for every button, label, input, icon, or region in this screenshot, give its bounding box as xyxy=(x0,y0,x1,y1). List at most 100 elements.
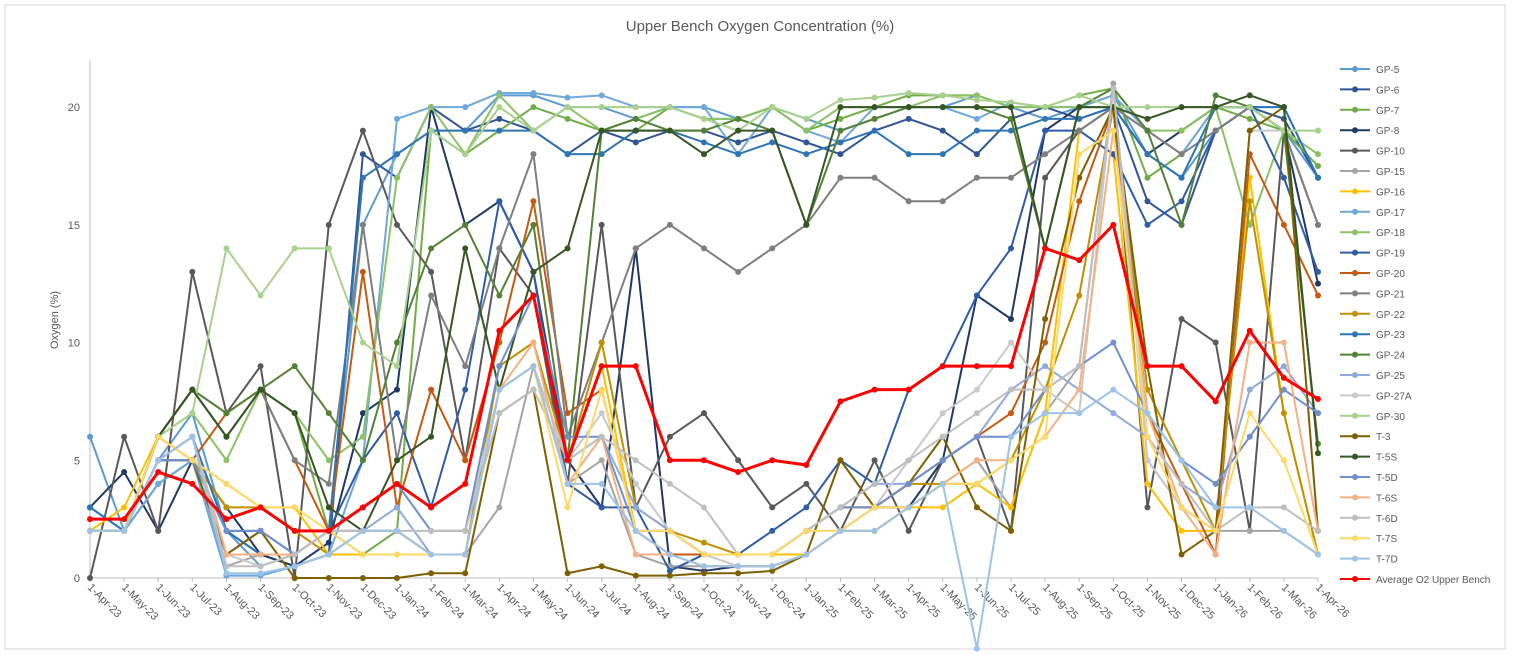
legend-marker xyxy=(1352,535,1358,542)
data-point xyxy=(1246,327,1253,334)
legend-label: GP-19 xyxy=(1376,249,1405,260)
data-point xyxy=(973,504,980,511)
data-point xyxy=(701,457,707,464)
data-point xyxy=(564,457,571,464)
data-point xyxy=(598,363,605,370)
data-point xyxy=(632,115,639,122)
data-point xyxy=(1042,410,1049,417)
data-point xyxy=(87,504,93,511)
data-point xyxy=(257,292,264,299)
data-point xyxy=(1315,450,1321,457)
data-point xyxy=(1008,316,1014,322)
data-point xyxy=(1144,151,1151,158)
legend-label: GP-23 xyxy=(1376,330,1405,341)
data-point xyxy=(1246,504,1253,511)
data-point xyxy=(905,104,912,111)
data-point xyxy=(666,104,673,111)
data-point xyxy=(359,221,366,228)
data-point xyxy=(223,504,230,511)
y-tick-label: 0 xyxy=(74,573,80,585)
data-point xyxy=(496,115,503,122)
data-point xyxy=(1212,104,1219,111)
data-point xyxy=(735,115,742,122)
data-point xyxy=(1144,127,1151,134)
data-point xyxy=(291,551,298,558)
data-point xyxy=(496,386,503,393)
data-point xyxy=(1178,198,1185,205)
data-point xyxy=(359,504,366,511)
data-point xyxy=(530,221,537,228)
data-point xyxy=(223,410,230,417)
legend-label: T-5S xyxy=(1376,453,1397,464)
data-point xyxy=(598,410,605,417)
data-point xyxy=(155,480,162,487)
data-point xyxy=(1144,457,1151,464)
data-point xyxy=(1280,363,1287,370)
data-point xyxy=(428,433,435,440)
data-point xyxy=(1076,92,1083,99)
data-point xyxy=(1315,551,1321,558)
data-point xyxy=(769,567,776,574)
legend-marker xyxy=(1352,147,1358,154)
data-point xyxy=(1246,433,1253,440)
y-tick-label: 20 xyxy=(68,102,80,114)
data-point xyxy=(1042,151,1049,158)
legend-label: Average O2 Upper Bench xyxy=(1376,575,1490,586)
data-point xyxy=(632,104,639,111)
data-point xyxy=(769,457,776,464)
data-point xyxy=(1110,80,1117,87)
data-point xyxy=(632,245,639,252)
data-point xyxy=(394,457,400,464)
data-point xyxy=(223,457,230,464)
data-point xyxy=(462,457,469,464)
data-point xyxy=(701,504,707,511)
data-point xyxy=(905,527,912,534)
data-point xyxy=(223,433,230,440)
data-point xyxy=(1144,221,1151,228)
data-point xyxy=(291,363,298,370)
data-point xyxy=(769,563,776,570)
data-point xyxy=(939,457,946,464)
data-point xyxy=(394,410,400,417)
data-point xyxy=(973,480,980,487)
data-point xyxy=(121,527,128,534)
data-point xyxy=(1042,174,1049,181)
data-point xyxy=(394,339,400,346)
data-point xyxy=(1280,457,1287,464)
data-point xyxy=(1212,339,1219,346)
legend-label: GP-16 xyxy=(1376,187,1405,198)
data-point xyxy=(291,504,298,511)
data-point xyxy=(428,504,435,511)
data-point xyxy=(803,151,810,158)
data-point xyxy=(939,480,946,487)
data-point xyxy=(837,115,844,122)
data-point xyxy=(1008,174,1014,181)
data-point xyxy=(973,174,980,181)
data-point xyxy=(666,567,673,574)
data-point xyxy=(1076,127,1083,134)
data-point xyxy=(803,221,810,228)
data-point xyxy=(1144,174,1151,181)
data-point xyxy=(257,563,264,570)
data-point xyxy=(973,104,980,111)
data-point xyxy=(564,570,571,577)
legend-label: GP-10 xyxy=(1376,147,1405,158)
legend-marker xyxy=(1352,392,1358,399)
legend-label: GP-7 xyxy=(1376,106,1400,117)
legend-label: GP-30 xyxy=(1376,412,1405,423)
data-point xyxy=(803,504,810,511)
data-point xyxy=(359,575,366,581)
data-point xyxy=(462,221,469,228)
data-point xyxy=(598,386,605,393)
data-point xyxy=(1315,268,1321,275)
data-point xyxy=(1008,386,1014,393)
data-point xyxy=(939,127,946,134)
legend-label: GP-18 xyxy=(1376,228,1405,239)
data-point xyxy=(905,198,912,205)
data-point xyxy=(837,104,844,111)
data-point xyxy=(1315,280,1321,287)
data-point xyxy=(325,245,332,252)
data-point xyxy=(973,363,980,370)
data-point xyxy=(325,551,332,558)
